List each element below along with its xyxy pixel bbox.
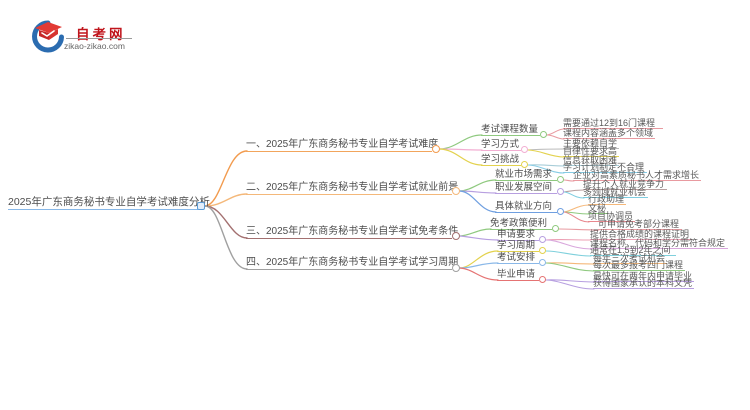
- root-expander-handle[interactable]: [197, 202, 205, 210]
- topic-study-challenges-expander[interactable]: [521, 161, 528, 168]
- connector-line: [204, 193, 248, 207]
- topic-graduation-application-expander[interactable]: [539, 276, 546, 283]
- branch-difficulty-expander[interactable]: [432, 145, 440, 153]
- connector-line: [527, 164, 565, 167]
- topic-application-requirements[interactable]: 申请要求: [497, 229, 539, 241]
- topic-exemption-policy-convenience[interactable]: 免考政策便利: [490, 218, 552, 230]
- topic-exam-schedule-expander[interactable]: [539, 259, 546, 266]
- leaf-info-access-difficulty[interactable]: 信息获取困难: [563, 155, 619, 166]
- site-logo: 自考网 zikao-zikao.com: [28, 12, 158, 54]
- leaf-secretary-demand-growth[interactable]: 企业对高素质秘书人才需求增长: [573, 170, 701, 181]
- leaf-graduate-within-two-years[interactable]: 最快可在两年内申请毕业: [593, 271, 694, 282]
- topic-job-market-demand-expander[interactable]: [557, 176, 564, 183]
- connector-line: [459, 235, 499, 241]
- leaf-multi-field-opportunities[interactable]: 多领域就业机会: [583, 187, 648, 198]
- leaf-pass-12-16-courses[interactable]: 需要通过12到16门课程: [563, 118, 663, 129]
- site-name: 自考网: [76, 27, 126, 42]
- leaf-self-discipline-required[interactable]: 自律性要求高: [563, 146, 619, 157]
- leaf-qualified-grade-proof[interactable]: 提供合格成绩的课程证明: [590, 229, 692, 240]
- connector-line: [459, 250, 499, 269]
- connector-line: [204, 150, 248, 207]
- branch-exemption-conditions[interactable]: 三、2025年广东商务秘书专业自学考试免考条件: [246, 226, 459, 239]
- connector-line: [459, 228, 492, 237]
- branch-exemption-conditions-expander[interactable]: [452, 232, 460, 240]
- topic-career-development-space[interactable]: 职业发展空间: [495, 182, 557, 194]
- branch-study-period-expander[interactable]: [452, 264, 460, 272]
- topic-exam-schedule[interactable]: 考试安排: [497, 252, 539, 264]
- leaf-poor-study-planning[interactable]: 学习计划制定不合理: [563, 162, 647, 173]
- branch-employment-outlook-expander[interactable]: [452, 187, 460, 195]
- connector-line: [563, 211, 590, 223]
- branch-study-period[interactable]: 四、2025年广东商务秘书专业自学考试学习周期: [246, 257, 459, 270]
- connector-line: [459, 262, 499, 269]
- topic-study-challenges[interactable]: 学习挑战: [481, 154, 521, 166]
- connector-line: [527, 148, 565, 151]
- leaf-course-name-code-credit-rules[interactable]: 课程名称、代码和学分需符合规定: [590, 238, 728, 249]
- leaf-1-5-to-2-years[interactable]: 通常在1.5到2年之间: [590, 245, 676, 256]
- topic-study-method-expander[interactable]: [521, 146, 528, 153]
- root-topic[interactable]: 2025年广东商务秘书专业自学考试难度分析: [8, 196, 210, 210]
- leaf-apply-exemption-courses[interactable]: 可申请免考部分课程: [598, 219, 682, 230]
- connector-line: [563, 189, 585, 193]
- topic-specific-job-directions-expander[interactable]: [557, 208, 564, 215]
- topic-study-method[interactable]: 学习方式: [481, 139, 521, 151]
- leaf-competitiveness-boost[interactable]: 提升个人就业竞争力: [583, 179, 667, 190]
- topic-exemption-policy-convenience-expander[interactable]: [552, 225, 559, 232]
- leaf-secretary[interactable]: 文秘: [588, 203, 608, 214]
- branch-employment-outlook[interactable]: 二、2025年广东商务秘书专业自学考试就业前景: [246, 182, 459, 195]
- leaf-admin-assistant[interactable]: 行政助理: [588, 194, 626, 205]
- connector-line: [563, 204, 590, 213]
- leaf-covers-many-fields[interactable]: 课程内容涵盖多个领域: [563, 128, 655, 139]
- logo-divider: [66, 38, 132, 39]
- topic-exam-course-count[interactable]: 考试课程数量: [481, 124, 540, 136]
- connector-line: [545, 279, 595, 283]
- leaf-project-coordinator[interactable]: 项目协调员: [588, 211, 635, 222]
- topic-exam-course-count-expander[interactable]: [540, 131, 547, 138]
- leaf-three-exams-per-year[interactable]: 每年三次考试机会: [593, 253, 667, 264]
- leaf-self-study-reliance[interactable]: 主要依赖自学: [563, 138, 619, 149]
- topic-application-requirements-expander[interactable]: [539, 236, 546, 243]
- connector-line: [546, 134, 565, 140]
- graduation-cap-icon: [32, 20, 64, 53]
- connector-line: [439, 148, 483, 151]
- connector-line: [459, 179, 497, 192]
- connector-line: [204, 205, 248, 270]
- connector-line: [459, 190, 497, 194]
- branch-difficulty[interactable]: 一、2025年广东商务秘书专业自学考试难度: [246, 139, 439, 152]
- connector-line: [545, 239, 592, 250]
- connector-line: [563, 191, 585, 199]
- topic-career-development-space-expander[interactable]: [557, 188, 564, 195]
- connector-line: [204, 205, 248, 239]
- connector-line: [527, 149, 565, 158]
- connector-line: [459, 267, 499, 281]
- connector-line: [545, 262, 595, 265]
- topic-specific-job-directions[interactable]: 具体就业方向: [495, 201, 557, 213]
- topic-study-period[interactable]: 学习周期: [497, 240, 539, 252]
- connector-line: [439, 148, 483, 166]
- connector-line: [439, 134, 483, 150]
- topic-study-period-expander[interactable]: [539, 247, 546, 254]
- connector-line: [545, 279, 595, 290]
- topic-graduation-application[interactable]: 毕业申请: [497, 269, 539, 281]
- connector-line: [459, 190, 497, 213]
- topic-job-market-demand[interactable]: 就业市场需求: [495, 169, 557, 181]
- connector-line: [563, 211, 590, 215]
- site-url: zikao-zikao.com: [64, 41, 125, 51]
- connector-line: [545, 262, 595, 272]
- connector-line: [545, 250, 592, 257]
- leaf-max-four-courses[interactable]: 每次最多报考四门课程: [593, 260, 685, 271]
- leaf-state-recognized-diploma[interactable]: 获得国家承认的本科文凭: [593, 278, 694, 289]
- connector-line: [546, 128, 565, 136]
